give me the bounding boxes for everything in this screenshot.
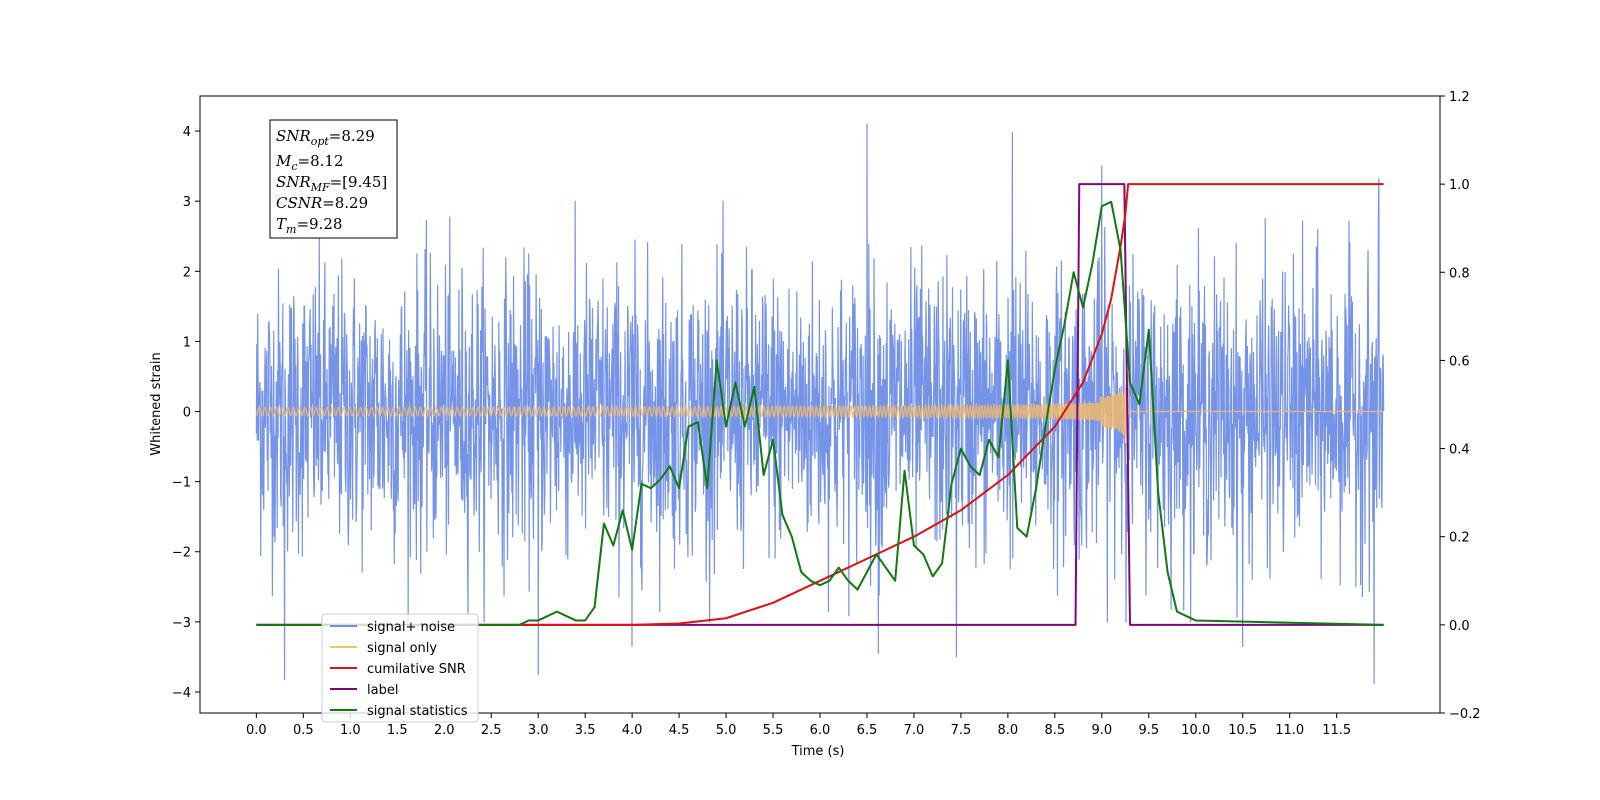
series-signal-statistics: [256, 200, 1384, 626]
y-right-tick-label: 0.6: [1449, 354, 1470, 369]
legend-label: signal statistics: [367, 704, 468, 719]
x-tick-label: 4.5: [669, 723, 690, 738]
x-tick-label: 9.0: [1091, 723, 1112, 738]
series-signal-only: [255, 374, 1384, 447]
y-tick-label: −2: [172, 546, 191, 561]
x-tick-label: 2.5: [481, 723, 502, 738]
y-tick-label: 4: [183, 125, 191, 140]
series-label: [256, 183, 1384, 626]
x-tick-label: 8.0: [998, 723, 1019, 738]
y-right-tick-label: −0.2: [1449, 707, 1481, 722]
x-axis: 0.0 0.5 1.0 1.5 2.0 2.5 3.0 3.5 4.0 4.5 5.0 5.5 6.0 6…: [246, 713, 1351, 738]
series-layer: [255, 123, 1385, 685]
x-tick-label: 1.0: [340, 723, 361, 738]
legend-label: label: [367, 683, 398, 698]
y-right-tick-label: 0.8: [1449, 266, 1470, 281]
x-tick-label: 0.5: [293, 723, 314, 738]
x-tick-label: 8.5: [1045, 723, 1066, 738]
y-axis-label: Whitened strain: [149, 352, 164, 455]
y-tick-label: −4: [172, 686, 191, 701]
x-tick-label: 3.5: [575, 723, 596, 738]
y-tick-label: 3: [183, 195, 191, 210]
x-tick-label: 10.0: [1181, 723, 1210, 738]
x-axis-label: Time (s): [791, 744, 845, 759]
x-tick-label: 11.5: [1322, 723, 1351, 738]
y-axis-left: 4 3 2 1 0 −1 −2 −3 −4: [172, 125, 200, 701]
y-tick-label: 0: [183, 406, 191, 421]
series-signal-noise: [255, 123, 1385, 685]
x-tick-label: 5.0: [716, 723, 737, 738]
x-tick-label: 9.5: [1138, 723, 1159, 738]
series-cumulative-snr: [256, 183, 1384, 626]
x-tick-label: 0.0: [246, 723, 267, 738]
legend: signal+ noise signal only cumilative SNR la…: [321, 613, 479, 723]
x-tick-label: 11.0: [1275, 723, 1304, 738]
annotation-snr-mf: SNRMF=[9.45]: [276, 173, 387, 194]
x-tick-label: 6.5: [857, 723, 878, 738]
annotation-mc: Mc=8.12: [275, 152, 344, 173]
y-axis-right: 1.2 1.0 0.8 0.6 0.4 0.2 0.0 −0.2: [1440, 90, 1481, 722]
annotation-csnr: CSNR=8.29: [276, 194, 368, 212]
annotation-box: SNRopt=8.29 Mc=8.12 SNRMF=[9.45] CSNR=8.…: [269, 119, 398, 239]
x-tick-label: 5.5: [763, 723, 784, 738]
annotation-tm: Tm=9.28: [276, 215, 342, 236]
y-tick-label: 2: [183, 265, 191, 280]
legend-frame: [321, 613, 479, 723]
y-tick-label: −3: [172, 616, 191, 631]
x-tick-label: 7.5: [951, 723, 972, 738]
y-right-tick-label: 0.2: [1449, 531, 1470, 546]
legend-label: signal only: [367, 641, 437, 656]
x-tick-label: 10.5: [1228, 723, 1257, 738]
y-tick-label: 1: [183, 335, 191, 350]
x-tick-label: 4.0: [622, 723, 643, 738]
x-tick-label: 1.5: [387, 723, 408, 738]
legend-label: signal+ noise: [367, 620, 455, 635]
x-tick-label: 2.0: [434, 723, 455, 738]
y-right-tick-label: 0.4: [1449, 443, 1470, 458]
annotation-snr-opt: SNRopt=8.29: [276, 127, 375, 148]
y-right-tick-label: 1.2: [1449, 90, 1470, 105]
x-tick-label: 7.0: [904, 723, 925, 738]
x-tick-label: 6.0: [810, 723, 831, 738]
legend-label: cumilative SNR: [367, 662, 466, 677]
y-right-tick-label: 1.0: [1449, 178, 1470, 193]
y-right-tick-label: 0.0: [1449, 619, 1470, 634]
x-tick-label: 3.0: [528, 723, 549, 738]
y-tick-label: −1: [172, 476, 191, 491]
